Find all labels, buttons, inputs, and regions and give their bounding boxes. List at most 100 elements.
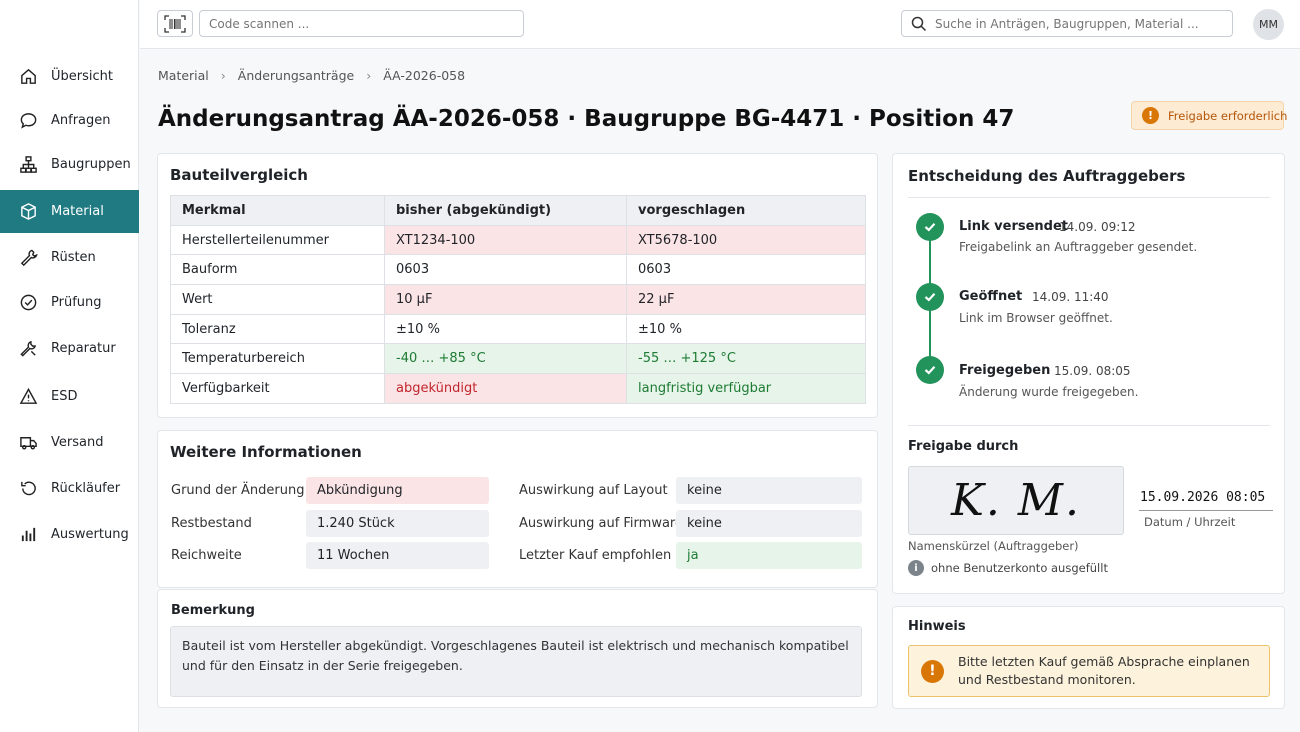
decision-title: Entscheidung des Auftraggebers — [908, 167, 1186, 185]
page-title: Änderungsantrag ÄA-2026-058 · Baugruppe … — [158, 106, 1015, 132]
breadcrumb-item-current: ÄA-2026-058 — [383, 68, 466, 83]
chat-icon — [20, 113, 37, 129]
datetime-underline — [1139, 510, 1273, 511]
info-value: keine — [676, 510, 862, 537]
table-cell: ±10 % — [384, 313, 627, 345]
comparison-table: Merkmal bisher (abgekündigt) vorgeschlag… — [170, 195, 866, 404]
truck-icon — [20, 437, 37, 450]
scan-button[interactable] — [157, 10, 193, 37]
hierarchy-icon — [20, 156, 37, 173]
breadcrumb: Material › Änderungsanträge › ÄA-2026-05… — [158, 68, 465, 83]
hint-line: und Restbestand monitoren. — [958, 672, 1136, 687]
check-icon — [916, 283, 944, 311]
table-cell: Temperaturbereich — [170, 343, 385, 375]
sidebar-item-reparatur[interactable]: Reparatur — [0, 327, 139, 370]
table-cell: XT5678-100 — [626, 224, 866, 256]
hint-line: Bitte letzten Kauf gemäß Absprache einpl… — [958, 654, 1250, 669]
sidebar-item-label: Baugruppen — [51, 157, 131, 172]
info-value: ja — [676, 542, 862, 569]
sidebar-item-esd[interactable]: ESD — [0, 375, 139, 418]
chevron-right-icon: › — [366, 68, 372, 83]
remark-card: Bemerkung Bauteil ist vom Hersteller abg… — [157, 589, 878, 708]
signature-box: K. M. — [908, 466, 1124, 535]
timeline-step-desc: Änderung wurde freigegeben. — [959, 385, 1139, 399]
info-label: Restbestand — [171, 516, 252, 531]
breadcrumb-item-aenderungsantraege[interactable]: Änderungsanträge — [237, 68, 355, 83]
table-header-row: Merkmal bisher (abgekündigt) vorgeschlag… — [170, 195, 866, 226]
hint-title: Hinweis — [908, 619, 966, 634]
column-header: bisher (abgekündigt) — [384, 195, 627, 226]
table-cell: Wert — [170, 284, 385, 315]
column-header: vorgeschlagen — [626, 195, 866, 226]
remark-title: Bemerkung — [171, 603, 255, 618]
sidebar-item-label: Versand — [51, 435, 104, 450]
wrench-icon — [20, 249, 38, 267]
info-value: 1.240 Stück — [306, 510, 489, 537]
info-title: Weitere Informationen — [170, 443, 362, 461]
table-cell: Verfügbarkeit — [170, 373, 385, 404]
timeline-step-desc: Freigabelink an Auftraggeber gesendet. — [959, 240, 1198, 254]
sidebar-item-uebersicht[interactable]: Übersicht — [0, 55, 139, 98]
table-cell: langfristig verfügbar — [626, 373, 866, 404]
table-row: Bauform 0603 0603 — [170, 254, 866, 286]
comparison-title: Bauteilvergleich — [170, 166, 308, 184]
table-cell: 0603 — [626, 254, 866, 286]
sidebar-item-baugruppen[interactable]: Baugruppen — [0, 143, 139, 186]
exclamation-icon: ! — [1142, 107, 1159, 124]
table-cell: -40 … +85 °C — [384, 343, 627, 375]
hint-box: ! Bitte letzten Kauf gemäß Absprache ein… — [908, 645, 1270, 697]
table-cell: Bauform — [170, 254, 385, 286]
remark-text: Bauteil ist vom Hersteller abgekündigt. … — [170, 626, 862, 697]
info-icon: i — [908, 560, 924, 576]
sidebar-item-label: Prüfung — [51, 295, 102, 310]
sidebar: Übersicht Anfragen Baugruppen Material R… — [0, 0, 139, 732]
sidebar-item-versand[interactable]: Versand — [0, 421, 139, 464]
sidebar-item-material[interactable]: Material — [0, 190, 139, 233]
divider — [908, 425, 1270, 426]
home-icon — [21, 68, 36, 84]
sidebar-item-label: Rückläufer — [51, 481, 121, 496]
table-cell: XT1234-100 — [384, 224, 627, 256]
table-row: Wert 10 µF 22 µF — [170, 284, 866, 315]
decision-card: Entscheidung des Auftraggebers Link vers… — [892, 153, 1285, 594]
sidebar-item-anfragen[interactable]: Anfragen — [0, 99, 139, 142]
check-icon — [916, 356, 944, 384]
info-label: Auswirkung auf Layout — [519, 483, 668, 498]
sidebar-item-ruesten[interactable]: Rüsten — [0, 236, 139, 279]
bar-chart-icon — [21, 527, 36, 542]
check-icon — [916, 213, 944, 241]
sidebar-item-label: Auswertung — [51, 527, 129, 542]
table-cell: ±10 % — [626, 313, 866, 345]
table-cell: 0603 — [384, 254, 627, 286]
barcode-icon — [164, 14, 186, 33]
scan-input[interactable] — [199, 10, 524, 37]
sidebar-item-auswertung[interactable]: Auswertung — [0, 513, 139, 556]
search-icon — [911, 16, 927, 31]
timeline-step-title: Link versendet — [959, 219, 1069, 234]
sidebar-item-pruefung[interactable]: Prüfung — [0, 281, 139, 324]
info-label: Grund der Änderung — [171, 483, 305, 498]
breadcrumb-item-material[interactable]: Material — [158, 68, 209, 83]
info-card: Weitere Informationen Grund der Änderung… — [157, 430, 878, 588]
avatar[interactable]: MM — [1253, 9, 1284, 40]
table-row: Herstellerteilenummer XT1234-100 XT5678-… — [170, 224, 866, 256]
sidebar-item-ruecklaeufer[interactable]: Rückläufer — [0, 467, 139, 510]
signature: K. M. — [951, 475, 1081, 526]
search-input[interactable] — [935, 16, 1225, 31]
table-row: Temperaturbereich -40 … +85 °C -55 … +12… — [170, 343, 866, 375]
table-cell: Herstellerteilenummer — [170, 224, 385, 256]
remark-line: und für den Einsatz in der Serie freigeg… — [182, 658, 463, 673]
timeline-step-title: Freigegeben — [959, 363, 1051, 378]
sidebar-item-label: Anfragen — [51, 113, 111, 128]
check-circle-icon — [20, 294, 37, 311]
timeline-step-desc: Link im Browser geöffnet. — [959, 311, 1113, 325]
table-cell: 22 µF — [626, 284, 866, 315]
table-row: Toleranz ±10 % ±10 % — [170, 313, 866, 345]
chevron-right-icon: › — [220, 68, 226, 83]
info-label: Auswirkung auf Firmware — [519, 516, 683, 531]
return-icon — [21, 481, 36, 496]
topbar: MM — [140, 0, 1300, 49]
signature-label: Namenskürzel (Auftraggeber) — [908, 539, 1079, 553]
tool-icon — [20, 340, 37, 357]
search-box[interactable] — [901, 10, 1233, 37]
